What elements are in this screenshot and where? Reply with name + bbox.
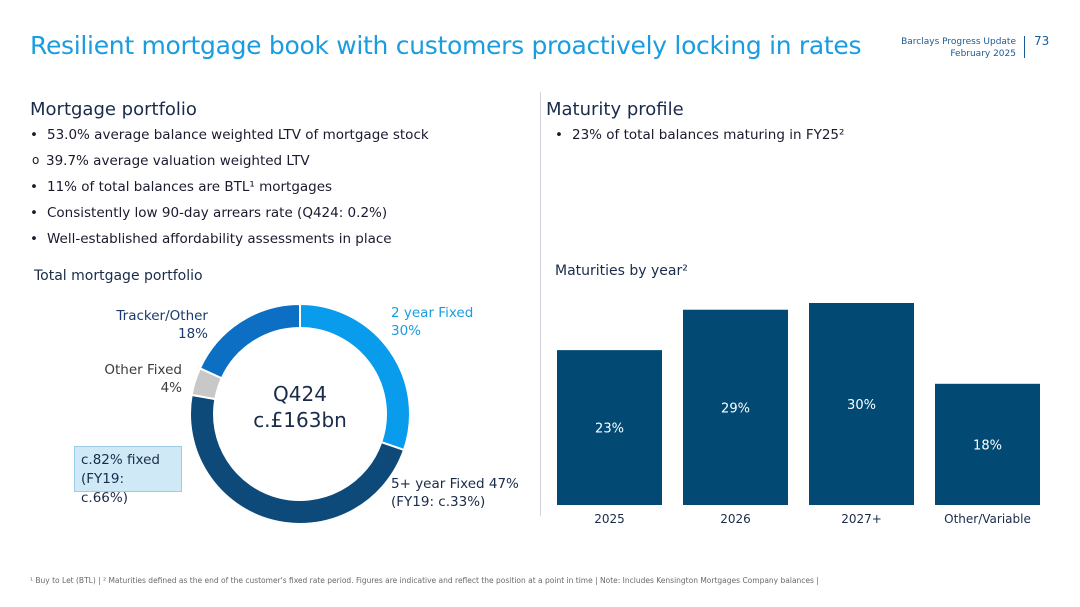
slice-label-value: 30% xyxy=(391,322,473,340)
slice-label-name: 2 year Fixed xyxy=(391,304,473,322)
slice-label-value: (FY19: c.33%) xyxy=(391,493,519,511)
maturity-profile-heading: Maturity profile xyxy=(546,99,684,120)
header-date: February 2025 xyxy=(901,48,1016,60)
footnote: ¹ Buy to Let (BTL) | ² Maturities define… xyxy=(30,576,819,585)
page-number: 73 xyxy=(1034,34,1049,48)
mortgage-portfolio-heading: Mortgage portfolio xyxy=(30,99,197,120)
bullet-marker: • xyxy=(30,231,38,247)
bullet-marker: • xyxy=(555,127,563,143)
bar-category-label-0: 2025 xyxy=(594,512,625,526)
callout-line: c.82% fixed xyxy=(81,451,175,470)
bar-category-label-3: Other/Variable xyxy=(944,512,1031,526)
slide-title: Resilient mortgage book with customers p… xyxy=(30,31,861,60)
bullet-marker: • xyxy=(30,205,38,221)
slice-label-value: 4% xyxy=(84,379,182,397)
bar-category-label-1: 2026 xyxy=(720,512,751,526)
callout-line: (FY19: c.66%) xyxy=(81,470,175,508)
bar-value-label-1: 29% xyxy=(721,401,750,416)
slice-label-tracker-other: Tracker/Other 18% xyxy=(90,307,208,343)
bar-value-label-3: 18% xyxy=(973,438,1002,453)
bar-value-label-2: 30% xyxy=(847,398,876,413)
bullet-text: 53.0% average balance weighted LTV of mo… xyxy=(47,127,429,143)
bullet-text: 23% of total balances maturing in FY25² xyxy=(572,127,844,143)
donut-chart-title: Total mortgage portfolio xyxy=(34,268,203,284)
bar-chart: 23% 2025 29% 2026 30% 2027+ 18% Other/Variable xyxy=(540,280,1060,540)
sub-bullet-marker: o xyxy=(32,153,39,167)
slice-label-2yr-fixed: 2 year Fixed 30% xyxy=(391,304,473,340)
mortgage-portfolio-bullets: • 53.0% average balance weighted LTV of … xyxy=(30,127,510,257)
slice-label-name: 5+ year Fixed 47% xyxy=(391,475,519,493)
fixed-share-callout: c.82% fixed (FY19: c.66%) xyxy=(74,446,182,492)
header-meta: Barclays Progress Update February 2025 xyxy=(901,36,1016,60)
header-separator xyxy=(1024,36,1025,58)
bullet-text: Well-established affordability assessmen… xyxy=(47,231,392,247)
bar-value-label-0: 23% xyxy=(595,422,624,437)
slice-label-5yr-fixed: 5+ year Fixed 47% (FY19: c.33%) xyxy=(391,475,519,511)
slice-label-name: Tracker/Other xyxy=(90,307,208,325)
header-doc-title: Barclays Progress Update xyxy=(901,36,1016,48)
bullet-marker: • xyxy=(30,179,38,195)
donut-center-period: Q424 xyxy=(240,382,360,406)
slice-label-value: 18% xyxy=(90,325,208,343)
slice-label-name: Other Fixed xyxy=(84,361,182,379)
bullet-text: 11% of total balances are BTL¹ mortgages xyxy=(47,179,332,195)
bullet-marker: • xyxy=(30,127,38,143)
donut-center-total: c.£163bn xyxy=(240,408,360,432)
maturity-profile-bullets: • 23% of total balances maturing in FY25… xyxy=(555,127,955,151)
donut-slice-3 xyxy=(200,304,300,378)
bar-chart-title: Maturities by year² xyxy=(555,263,688,279)
bullet-text: 39.7% average valuation weighted LTV xyxy=(46,153,310,169)
bar-category-label-2: 2027+ xyxy=(841,512,882,526)
slice-label-other-fixed: Other Fixed 4% xyxy=(84,361,182,397)
bullet-text: Consistently low 90-day arrears rate (Q4… xyxy=(47,205,387,221)
